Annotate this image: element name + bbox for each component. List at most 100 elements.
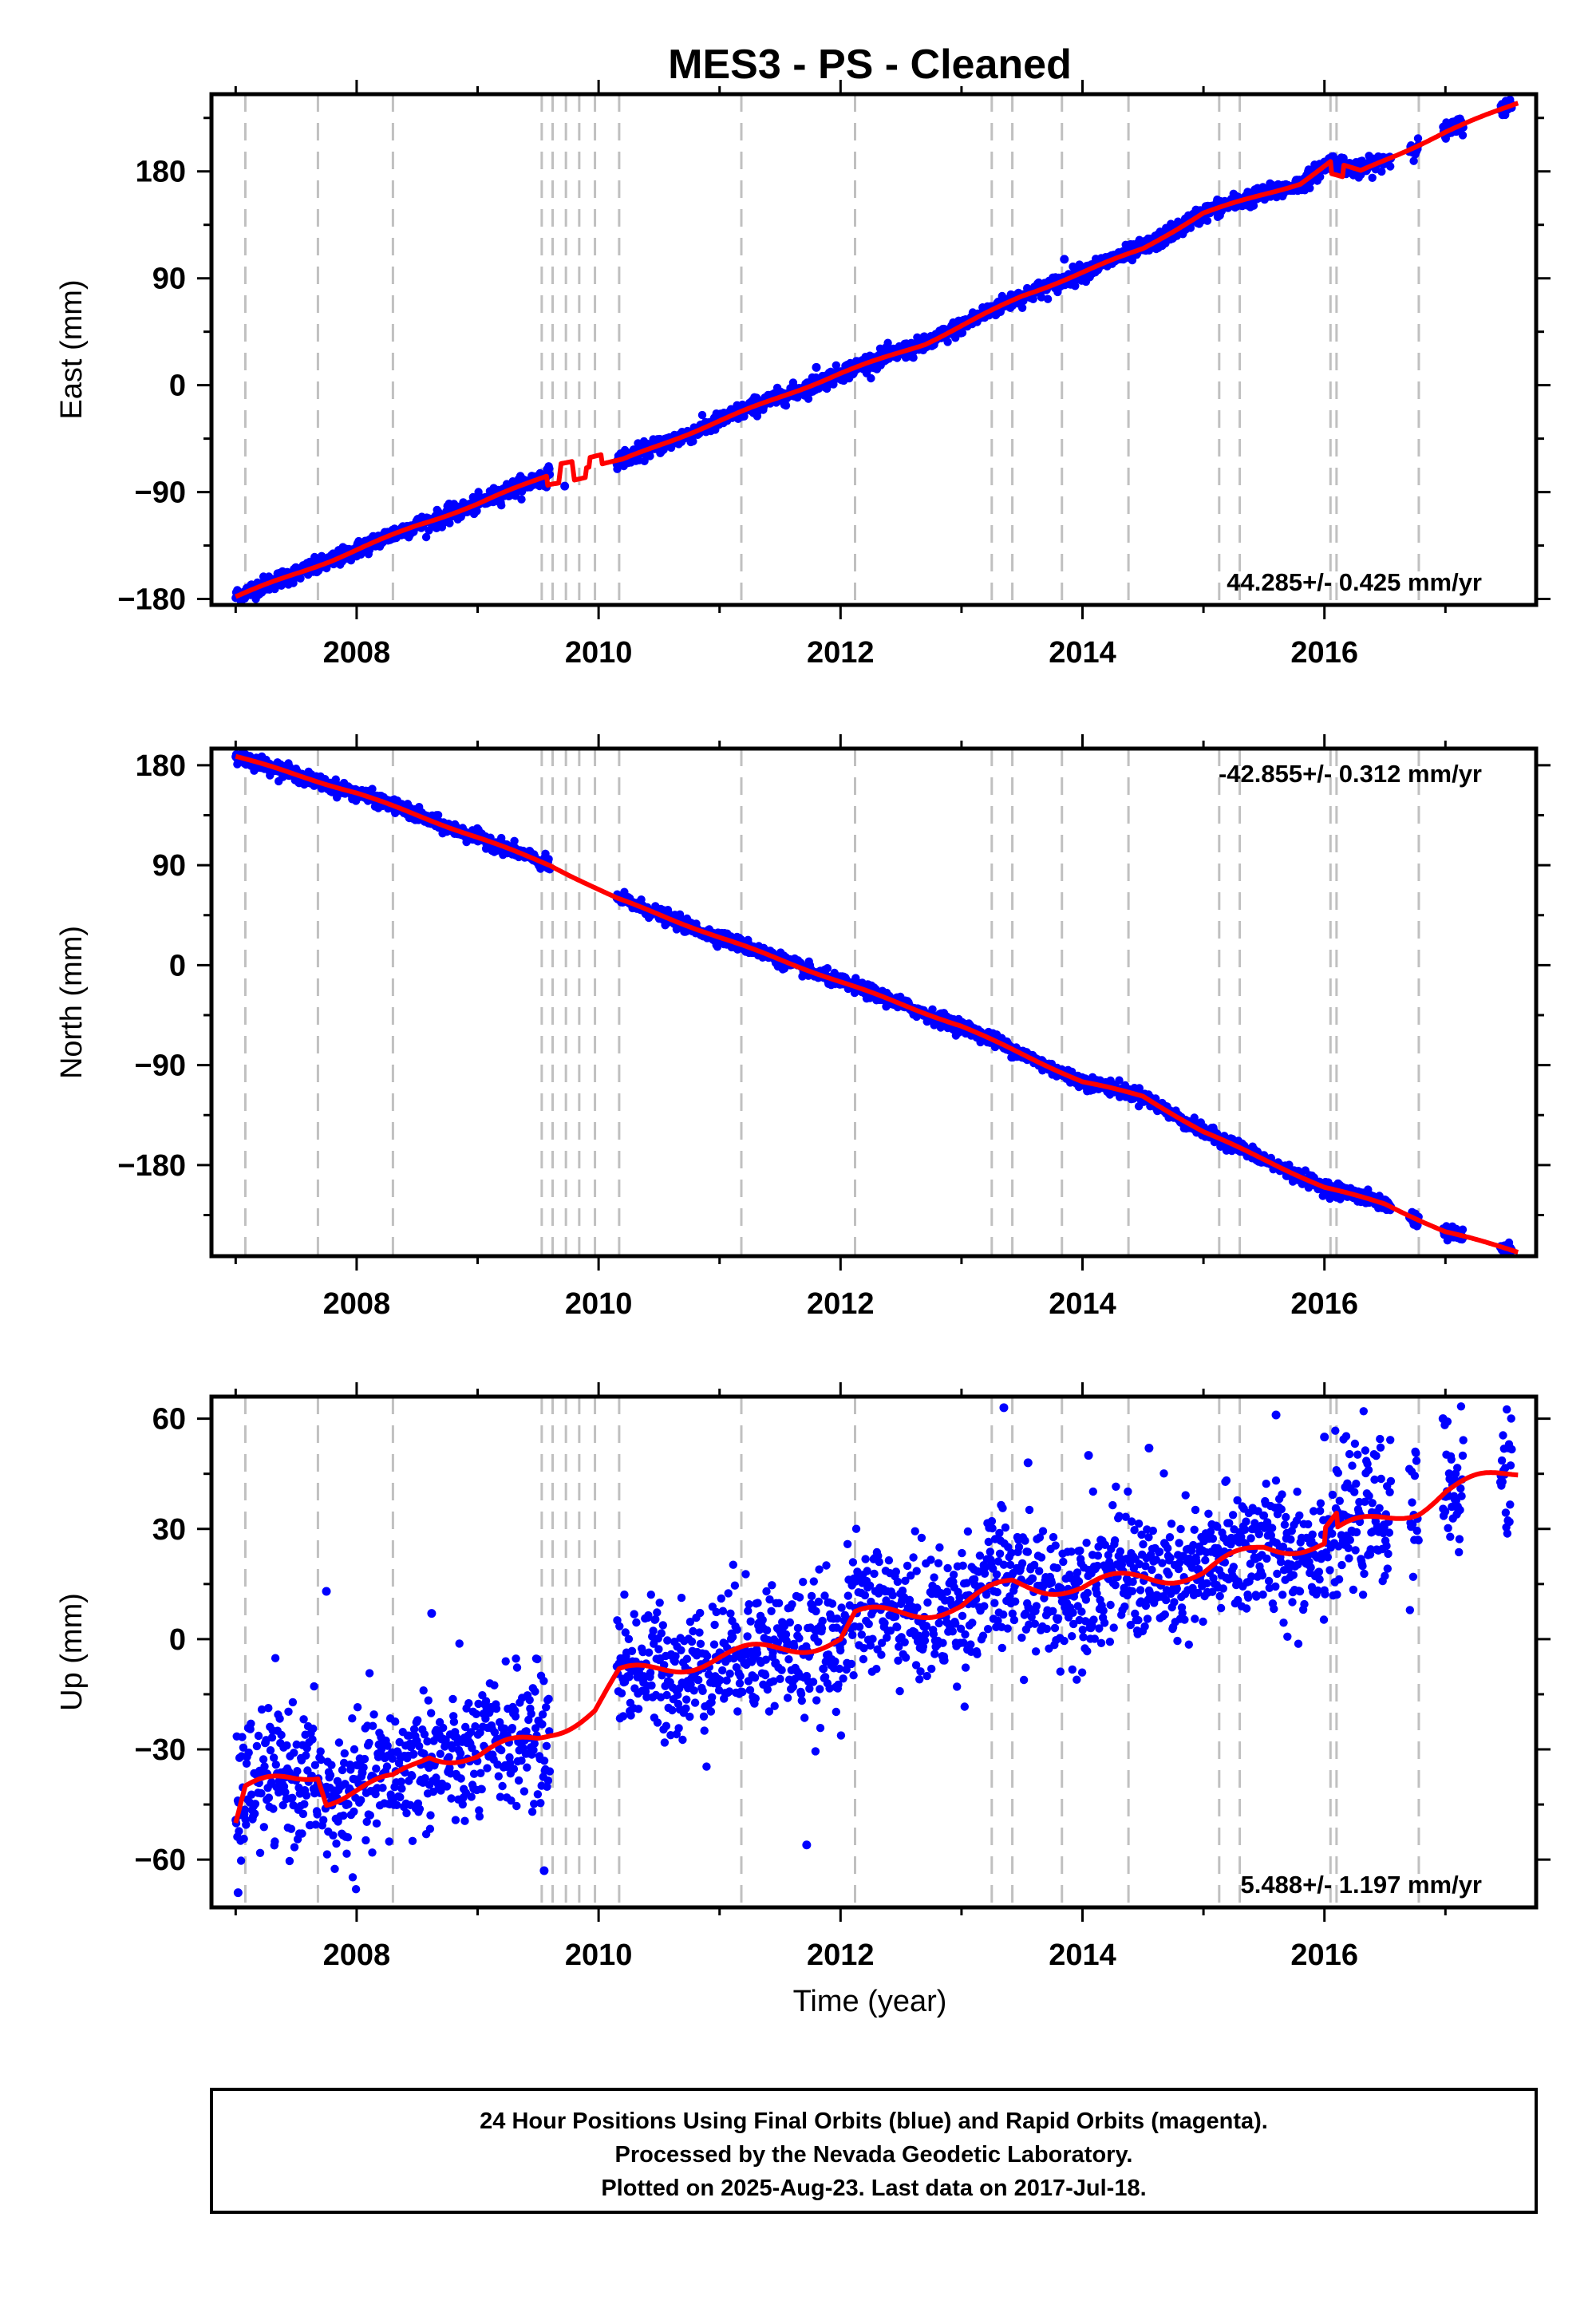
data-point [391, 1717, 400, 1726]
data-point [264, 1793, 274, 1802]
data-point [1306, 184, 1314, 192]
data-point [531, 1687, 539, 1696]
data-point [958, 328, 967, 338]
data-point [350, 1745, 359, 1754]
x-tick-label: 2008 [323, 1287, 391, 1321]
data-point [421, 532, 431, 542]
data-point [1413, 134, 1423, 143]
data-point [649, 1626, 658, 1635]
data-point [543, 1776, 553, 1785]
data-point [267, 1733, 277, 1742]
data-point [492, 1704, 501, 1713]
data-point [511, 1712, 520, 1721]
data-point [517, 1756, 526, 1765]
data-point [497, 501, 506, 510]
data-points [231, 95, 1516, 605]
data-point [342, 1849, 351, 1858]
x-tick-label: 2016 [1290, 1287, 1358, 1321]
data-point [322, 1850, 332, 1859]
y-axis-label: North (mm) [55, 926, 89, 1079]
data-point [372, 1819, 381, 1828]
data-point [327, 1761, 336, 1769]
data-point [308, 1735, 317, 1744]
data-point [928, 1005, 937, 1014]
data-point [419, 1686, 428, 1695]
data-point [525, 1695, 534, 1705]
data-point [309, 1724, 318, 1733]
data-point [382, 1762, 392, 1771]
data-point [624, 1634, 634, 1643]
data-point [285, 1856, 294, 1866]
x-tick-label: 2014 [1049, 636, 1116, 670]
data-point [298, 1809, 308, 1819]
data-point [472, 507, 481, 516]
y-tick-label: −90 [135, 476, 186, 510]
data-point [329, 1831, 338, 1840]
data-point [943, 338, 952, 346]
data-point [353, 1703, 362, 1712]
data-point [653, 1718, 662, 1727]
data-point [823, 964, 832, 973]
data-point [277, 1730, 286, 1740]
data-point [883, 338, 892, 347]
y-tick-label: 0 [169, 370, 186, 403]
data-point [475, 1812, 484, 1821]
data-point [408, 1772, 417, 1780]
data-point [646, 1668, 655, 1678]
data-point [369, 1710, 378, 1719]
data-point [1377, 167, 1386, 176]
data-point [319, 1816, 328, 1824]
data-point [1458, 1225, 1468, 1234]
data-point [653, 1608, 662, 1617]
data-point [344, 1800, 353, 1808]
data-point [334, 1738, 344, 1747]
data-point [483, 1764, 492, 1773]
data-point [264, 1704, 273, 1713]
data-point [781, 401, 791, 410]
data-point [449, 1717, 459, 1726]
outlier-point [1060, 255, 1069, 264]
data-point [290, 1843, 299, 1852]
data-point [236, 1856, 246, 1865]
data-point [302, 1751, 310, 1760]
data-point [476, 1769, 485, 1777]
figure-title: MES3 - PS - Cleaned [668, 41, 1072, 88]
data-point [494, 1772, 503, 1780]
data-point [533, 1790, 543, 1799]
data-point [689, 437, 697, 446]
x-tick-label: 2012 [807, 636, 875, 670]
data-point [433, 811, 443, 820]
data-point [539, 1757, 549, 1765]
data-point [235, 1827, 243, 1836]
data-point [514, 1776, 523, 1785]
data-point [474, 488, 483, 496]
data-point [542, 1741, 551, 1750]
data-point [467, 1792, 476, 1801]
data-point [259, 1755, 268, 1764]
outlier-point [560, 481, 570, 491]
data-point [464, 1699, 473, 1708]
data-point [533, 1654, 542, 1664]
data-point [512, 1654, 520, 1663]
data-point [1458, 131, 1468, 140]
data-point [490, 1681, 499, 1690]
y-tick-label: −180 [117, 1149, 186, 1183]
data-point [348, 1714, 357, 1723]
data-point [238, 1733, 247, 1741]
data-point [909, 354, 918, 362]
data-point [402, 1808, 411, 1818]
data-point [517, 495, 526, 504]
data-point [372, 1765, 381, 1773]
data-point [385, 1837, 393, 1846]
data-point [1186, 223, 1195, 232]
data-point [282, 1741, 291, 1750]
data-point [447, 1794, 456, 1803]
data-point [247, 1719, 255, 1728]
data-point [542, 1703, 551, 1712]
data-point [658, 1621, 667, 1630]
data-point [313, 1810, 322, 1819]
data-point [239, 1834, 248, 1844]
data-point [444, 1753, 453, 1761]
data-point [626, 1711, 635, 1720]
